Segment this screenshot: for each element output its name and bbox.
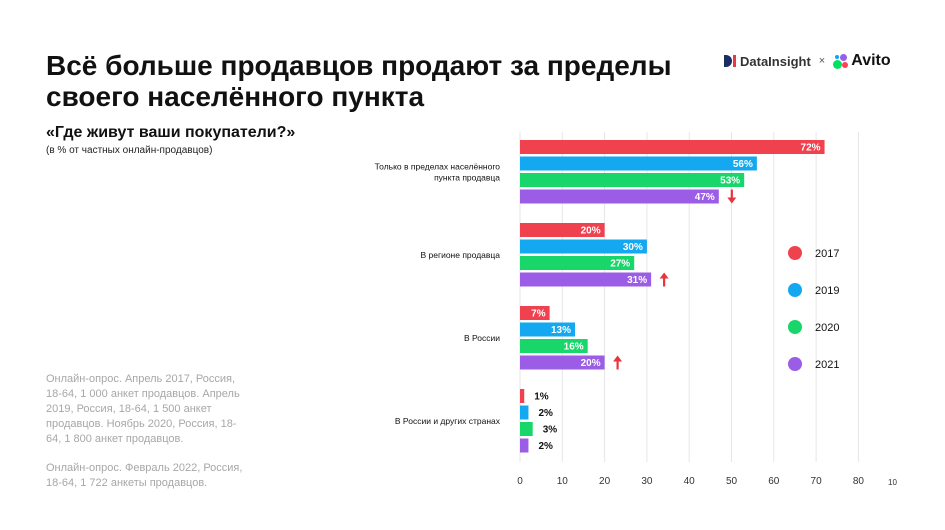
bar-value-label: 2% [538, 408, 553, 419]
bar-2021 [520, 272, 652, 287]
bar-value-label: 16% [564, 342, 584, 353]
x-tick-label: 70 [811, 476, 823, 487]
bar-value-label: 20% [581, 358, 601, 369]
bar-2020 [520, 256, 635, 270]
x-tick-label: 30 [641, 476, 653, 487]
bar-2019 [520, 156, 757, 171]
avito-logo: Avito [833, 52, 891, 70]
x-tick-label: 40 [684, 476, 696, 487]
page-number: 10 [888, 478, 897, 487]
bar-2021 [520, 438, 529, 453]
chart-question: «Где живут ваши покупатели?» [46, 124, 296, 141]
bar-value-label: 47% [695, 192, 715, 203]
logos: DataInsight × Avito [724, 51, 891, 71]
legend-label: 2021 [815, 359, 839, 371]
page-title: Всё больше продавцов продают за пределы … [46, 50, 672, 112]
x-tick-label: 80 [853, 476, 865, 487]
bar-2017 [520, 306, 550, 320]
avito-logo-icon [833, 53, 849, 69]
bar-2017 [520, 389, 525, 403]
avito-logo-text: Avito [851, 52, 891, 69]
bar-value-label: 31% [627, 275, 647, 286]
legend-marker-2019 [788, 283, 802, 297]
bar-2017 [520, 223, 605, 237]
bar-2019 [520, 239, 647, 254]
methodology-notes: Онлайн-опрос. Апрель 2017, Россия, 18-64… [46, 372, 251, 505]
methodology-note-2: Онлайн-опрос. Февраль 2022, Россия, 18-6… [46, 462, 243, 489]
methodology-note-1: Онлайн-опрос. Апрель 2017, Россия, 18-64… [46, 373, 240, 445]
category-label: пункта продавца [434, 172, 500, 182]
bar-2019 [520, 405, 529, 420]
legend-marker-2017 [788, 246, 802, 260]
datainsight-logo-text: DataInsight [740, 53, 811, 69]
datainsight-logo-icon [724, 55, 736, 67]
bar-2020 [520, 422, 533, 436]
bar-value-label: 53% [720, 176, 740, 187]
legend-label: 2017 [815, 248, 839, 260]
bar-value-label: 3% [543, 425, 558, 436]
bar-2020 [520, 173, 745, 187]
datainsight-logo: DataInsight [724, 54, 811, 69]
bar-value-label: 1% [534, 392, 549, 403]
bar-2019 [520, 322, 575, 337]
bar-value-label: 27% [610, 259, 630, 270]
trend-arrow-up-icon [613, 355, 623, 362]
bar-2021 [520, 189, 719, 204]
bar-value-label: 56% [733, 159, 753, 170]
x-tick-label: 20 [599, 476, 611, 487]
legend-marker-2020 [788, 320, 802, 334]
logo-separator: × [818, 55, 826, 67]
category-label: В регионе продавца [420, 250, 500, 260]
category-label: В России и других странах [395, 416, 501, 426]
bar-value-label: 13% [551, 325, 571, 336]
bar-value-label: 72% [801, 143, 821, 154]
bar-2020 [520, 339, 588, 353]
chart-unit-note: (в % от частных онлайн-продавцов) [46, 145, 213, 156]
x-tick-label: 0 [517, 476, 523, 487]
category-label: В России [464, 333, 500, 343]
x-tick-label: 60 [768, 476, 780, 487]
category-label: Только в пределах населённого [375, 161, 501, 171]
trend-arrow-up-icon [659, 272, 669, 279]
legend-label: 2020 [815, 322, 839, 334]
legend-marker-2021 [788, 357, 802, 371]
bar-value-label: 20% [581, 226, 601, 237]
x-tick-label: 50 [726, 476, 738, 487]
bar-2021 [520, 355, 605, 370]
bar-2017 [520, 140, 825, 154]
bar-value-label: 30% [623, 242, 643, 253]
trend-arrow-down-icon [727, 197, 737, 204]
x-tick-label: 10 [557, 476, 569, 487]
legend-label: 2019 [815, 285, 839, 297]
bar-value-label: 7% [531, 309, 546, 320]
bar-value-label: 2% [538, 441, 553, 452]
